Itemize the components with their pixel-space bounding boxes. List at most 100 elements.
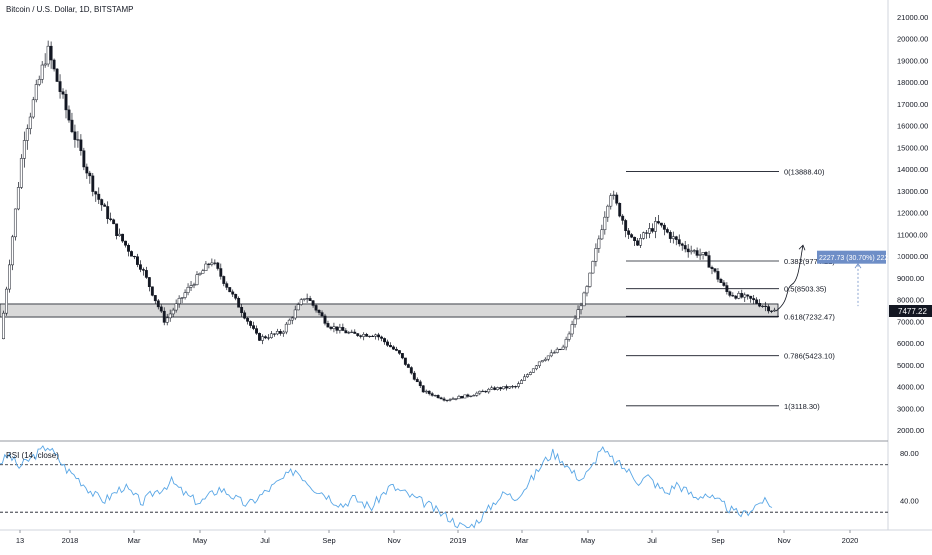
price-tick-label: 4000.00 bbox=[897, 383, 924, 392]
candle-body bbox=[377, 334, 381, 338]
time-tick-label: 2019 bbox=[450, 536, 467, 545]
candle-body bbox=[707, 255, 711, 268]
fib-level-label: 0(13888.40) bbox=[784, 168, 825, 177]
candle-body bbox=[531, 368, 535, 373]
candle-body bbox=[636, 240, 640, 246]
candle-body bbox=[79, 139, 83, 151]
candle-body bbox=[150, 286, 154, 296]
candle-body bbox=[222, 276, 226, 284]
candle-body bbox=[127, 245, 130, 252]
candle-body bbox=[2, 312, 5, 340]
candle-body bbox=[618, 203, 622, 217]
candle-body bbox=[258, 333, 261, 341]
candle-body bbox=[281, 331, 285, 334]
candle-body bbox=[511, 386, 514, 388]
candle-body bbox=[552, 352, 556, 354]
candle-body bbox=[133, 255, 136, 258]
rsi-tick-label: 80.00 bbox=[900, 449, 919, 458]
time-tick-label: Jul bbox=[647, 536, 657, 545]
price-tick-label: 9000.00 bbox=[897, 274, 924, 283]
candle-body bbox=[668, 232, 672, 239]
candle-body bbox=[8, 264, 11, 290]
candle-body bbox=[16, 187, 20, 210]
candle-body bbox=[564, 339, 568, 348]
candle-body bbox=[397, 350, 401, 354]
candle-body bbox=[523, 376, 526, 381]
candle-body bbox=[403, 357, 407, 365]
candle-body bbox=[130, 251, 133, 257]
candle-body bbox=[576, 309, 580, 320]
candle-body bbox=[421, 385, 425, 393]
candle-body bbox=[451, 398, 455, 400]
candle-body bbox=[728, 291, 732, 296]
time-tick-label: Sep bbox=[711, 536, 724, 545]
candle-body bbox=[689, 250, 693, 253]
candle-body bbox=[755, 299, 759, 304]
candle-body bbox=[537, 361, 541, 367]
candle-body bbox=[147, 277, 151, 287]
candle-body bbox=[5, 288, 8, 314]
candle-body bbox=[573, 318, 577, 325]
candle-body bbox=[138, 264, 142, 270]
candle-body bbox=[439, 397, 443, 400]
candle-body bbox=[344, 330, 348, 334]
candle-body bbox=[177, 298, 181, 304]
measure-label-box bbox=[817, 250, 886, 264]
price-tick-label: 2000.00 bbox=[897, 426, 924, 435]
candle-body bbox=[525, 374, 529, 378]
candle-body bbox=[472, 395, 476, 397]
candle-body bbox=[109, 218, 113, 220]
candle-body bbox=[713, 268, 717, 272]
candle-body bbox=[639, 238, 642, 246]
candle-body bbox=[183, 292, 187, 298]
fib-level-label: 1(3118.30) bbox=[784, 402, 820, 411]
candle-body bbox=[275, 331, 279, 335]
candle-body bbox=[171, 309, 175, 315]
candle-body bbox=[234, 293, 238, 299]
candle-body bbox=[773, 309, 776, 312]
candle-body bbox=[350, 331, 354, 333]
candle-body bbox=[314, 305, 318, 311]
candle-body bbox=[761, 305, 765, 307]
candle-body bbox=[28, 116, 32, 130]
candle-body bbox=[615, 194, 619, 204]
price-tick-label: 14000.00 bbox=[897, 165, 928, 174]
candle-body bbox=[698, 254, 702, 256]
candle-body bbox=[103, 204, 107, 207]
candle-body bbox=[162, 310, 166, 323]
projection-arrowhead bbox=[798, 244, 806, 251]
price-tick-label: 18000.00 bbox=[897, 78, 928, 87]
candle-body bbox=[40, 64, 44, 80]
candle-body bbox=[427, 390, 431, 394]
candle-body bbox=[261, 336, 264, 341]
candle-body bbox=[61, 91, 65, 95]
candle-body bbox=[371, 335, 375, 338]
candle-body bbox=[64, 93, 68, 111]
price-tick-label: 13000.00 bbox=[897, 187, 928, 196]
candle-body bbox=[600, 229, 604, 240]
price-tick-label: 21000.00 bbox=[897, 13, 928, 22]
candle-body bbox=[85, 166, 89, 174]
candle-body bbox=[656, 221, 660, 224]
candle-body bbox=[695, 250, 699, 256]
candle-body bbox=[228, 287, 232, 293]
price-tick-label: 8000.00 bbox=[897, 296, 924, 305]
candle-body bbox=[136, 256, 139, 265]
candle-body bbox=[558, 348, 562, 351]
time-tick-label: May bbox=[193, 536, 207, 545]
time-tick-label: Jul bbox=[260, 536, 270, 545]
time-tick-label: 13 bbox=[16, 536, 24, 545]
candle-body bbox=[195, 274, 199, 285]
rsi-pane: 80.00 40.00 bbox=[0, 445, 919, 529]
candle-body bbox=[124, 240, 127, 246]
candle-body bbox=[499, 387, 503, 390]
candle-body bbox=[168, 313, 172, 319]
candle-body bbox=[49, 45, 53, 61]
candle-body bbox=[478, 390, 482, 394]
candle-body bbox=[546, 355, 550, 360]
candle-body bbox=[94, 191, 98, 195]
candle-body bbox=[287, 319, 291, 325]
candle-body bbox=[290, 317, 294, 321]
